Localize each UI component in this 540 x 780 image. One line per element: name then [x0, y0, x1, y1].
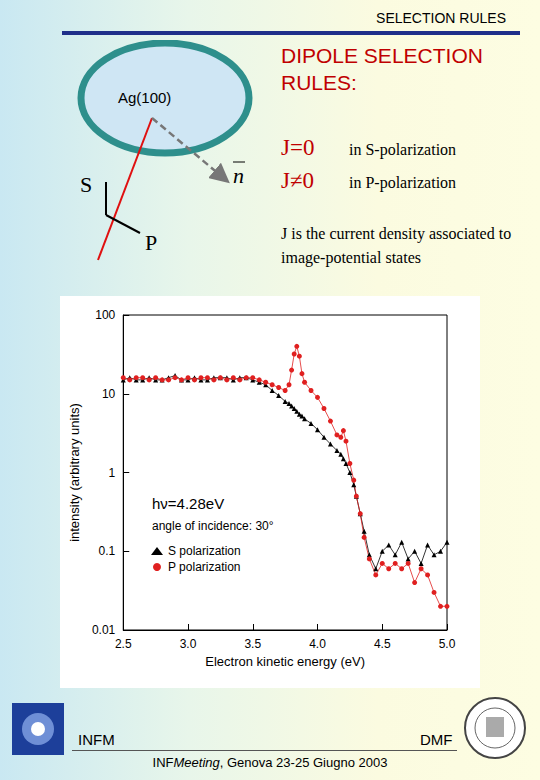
- svg-text:hν=4.28eV: hν=4.28eV: [152, 495, 224, 512]
- html-text:in S-polarization: in S-polarization: [349, 141, 457, 158]
- svg-text:Ag(100): Ag(100): [118, 89, 171, 106]
- svg-text:0.1: 0.1: [99, 544, 116, 558]
- svg-text:4.5: 4.5: [374, 637, 391, 651]
- svg-text:2.5: 2.5: [115, 637, 132, 651]
- svg-text:n: n: [233, 163, 244, 188]
- svg-text:5.0: 5.0: [439, 637, 456, 651]
- svg-text:angle of incidence: 30°: angle of incidence: 30°: [152, 519, 274, 533]
- svg-text:3.0: 3.0: [180, 637, 197, 651]
- svg-text:0.01: 0.01: [92, 623, 116, 637]
- html-text:DMF: DMF: [420, 731, 453, 748]
- svg-text:P: P: [145, 230, 157, 255]
- svg-text:3.5: 3.5: [244, 637, 261, 651]
- html-text:SELECTION RULES: SELECTION RULES: [376, 10, 506, 26]
- html-text:J=0: J=0: [281, 135, 315, 160]
- svg-text:S: S: [80, 172, 92, 197]
- html-text:DIPOLE SELECTION RULES:: DIPOLE SELECTION RULES:: [281, 44, 483, 94]
- html-text:INFM: INFM: [78, 731, 115, 748]
- svg-text:intensity (arbitrary units): intensity (arbitrary units): [67, 403, 82, 542]
- html-text:J≠0: J≠0: [281, 168, 315, 193]
- svg-text:4.0: 4.0: [309, 637, 326, 651]
- html-text:INF Meeting, Genova 23-25 Giug: INF Meeting, Genova 23-25 Giugno 2003: [152, 755, 388, 770]
- svg-text:100: 100: [95, 308, 115, 322]
- svg-text:S polarization: S polarization: [168, 544, 241, 558]
- html-text:J is the current density assoc: J is the current density associated to i…: [281, 225, 512, 266]
- svg-text:1: 1: [109, 466, 116, 480]
- svg-text:10: 10: [102, 387, 116, 401]
- svg-text:Electron kinetic energy (eV): Electron kinetic energy (eV): [205, 654, 365, 669]
- html-text:in P-polarization: in P-polarization: [349, 174, 457, 191]
- svg-text:P polarization: P polarization: [168, 560, 241, 574]
